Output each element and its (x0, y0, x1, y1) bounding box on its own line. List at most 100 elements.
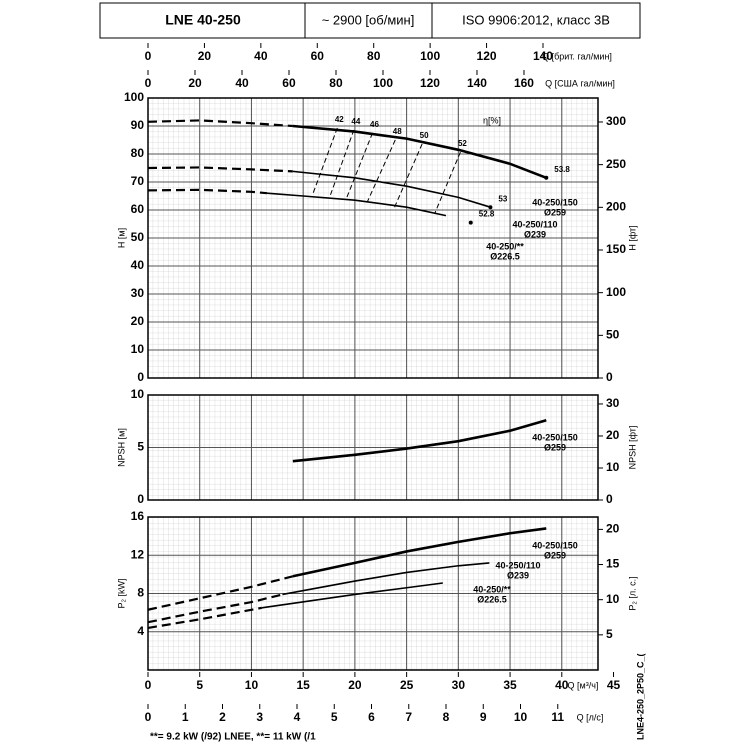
y2-tick-label: 150 (606, 242, 626, 256)
curve (282, 562, 490, 596)
curve-diameter: Ø259 (544, 207, 566, 217)
y2-tick-label: 0 (606, 492, 613, 506)
y2-axis-label: P₂ [л. с.] (627, 576, 637, 610)
y-tick-label: 5 (137, 440, 144, 454)
x-tick-label: 0 (145, 678, 152, 692)
x-tick-label: 25 (400, 678, 414, 692)
y2-tick-label: 200 (606, 199, 626, 213)
x-tick-label: 10 (245, 678, 259, 692)
curve-name: 40-250/150 (532, 432, 578, 442)
y-tick-label: 40 (131, 258, 145, 272)
curve-diameter: Ø226.5 (490, 251, 520, 261)
x-tick-label: 30 (452, 678, 466, 692)
curve (292, 418, 547, 463)
efficiency-value: 46 (370, 120, 379, 129)
x-tick-label: 80 (367, 49, 381, 63)
curve (292, 527, 547, 578)
y-tick-label: 70 (131, 174, 145, 188)
efficiency-label: η[%] (483, 115, 501, 125)
header-box (99, 2, 641, 39)
y2-tick-label: 10 (606, 460, 620, 474)
y-axis-label: P₂ [kW] (116, 579, 126, 609)
curve (147, 606, 262, 630)
x-axis-label: Q [США гал/мин] (545, 78, 615, 88)
y2-tick-label: 20 (606, 522, 620, 536)
point-label: 53 (498, 194, 507, 203)
plot-frame (147, 516, 599, 671)
efficiency-value: 44 (351, 117, 360, 126)
y2-tick-label: 15 (606, 557, 620, 571)
x-tick-label: 1 (182, 710, 189, 724)
y-tick-label: 80 (131, 146, 145, 160)
x-tick-label: 7 (405, 710, 412, 724)
y2-tick-label: 100 (606, 285, 626, 299)
curve-name: 40-250/150 (532, 197, 578, 207)
curve (329, 129, 355, 197)
x-tick-label: 45 (607, 678, 621, 692)
efficiency-value: 50 (420, 131, 429, 140)
x-tick-label: 4 (294, 710, 301, 724)
x-tick-label: 10 (514, 710, 528, 724)
standard: ISO 9906:2012, класс 3B (462, 12, 610, 27)
x-tick-label: 40 (235, 76, 249, 90)
x-tick-label: 5 (196, 678, 203, 692)
y-tick-label: 20 (131, 314, 145, 328)
y-tick-label: 30 (131, 286, 145, 300)
x-tick-label: 20 (198, 49, 212, 63)
x-tick-label: 80 (329, 76, 343, 90)
x-tick-label: 5 (331, 710, 338, 724)
y-tick-label: 4 (137, 624, 144, 638)
curve (147, 119, 293, 128)
x-tick-label: 8 (443, 710, 450, 724)
y2-tick-label: 250 (606, 157, 626, 171)
x-tick-label: 100 (420, 49, 440, 63)
x-tick-label: 60 (311, 49, 325, 63)
curve (147, 188, 268, 195)
curve-diameter: Ø239 (524, 229, 546, 239)
x-axis-label: Q [м³/ч] (568, 680, 599, 690)
x-tick-label: 0 (145, 49, 152, 63)
curve (292, 124, 547, 180)
curve (366, 139, 396, 203)
y-tick-label: 60 (131, 202, 145, 216)
x-tick-label: 6 (368, 710, 375, 724)
curve-diameter: Ø259 (544, 550, 566, 560)
x-tick-label: 120 (477, 49, 497, 63)
y2-axis-label: NPSH [фт] (627, 426, 637, 470)
curve (147, 166, 293, 173)
y-tick-label: 0 (137, 492, 144, 506)
plot-frame (147, 97, 599, 379)
x-tick-label: 3 (256, 710, 263, 724)
x-tick-label: 160 (514, 76, 534, 90)
curve (312, 127, 338, 196)
y-axis-label: H [м] (116, 228, 126, 248)
footer-note: **= 9.2 kW (/92) LNEE, **= 11 kW (/1 (150, 732, 316, 743)
point (544, 175, 549, 180)
y-tick-label: 0 (137, 370, 144, 384)
x-axis-label: Q [брит. гал/мин] (542, 51, 612, 61)
x-tick-label: 11 (551, 710, 564, 724)
y2-tick-label: 0 (606, 370, 613, 384)
x-tick-label: 15 (296, 678, 310, 692)
x-tick-label: 35 (503, 678, 517, 692)
efficiency-value: 48 (393, 127, 402, 136)
x-tick-label: 0 (145, 76, 152, 90)
x-tick-label: 40 (555, 678, 569, 692)
curve (266, 192, 447, 217)
model: LNE 40-250 (165, 12, 241, 28)
x-tick-label: 40 (254, 49, 268, 63)
y-tick-label: 100 (124, 90, 144, 104)
y2-tick-label: 20 (606, 428, 620, 442)
y2-tick-label: 5 (606, 627, 613, 641)
y-tick-label: 50 (131, 230, 145, 244)
drawing-code: LNE4-250_2P50_C_( (635, 653, 645, 740)
y-tick-label: 90 (131, 118, 145, 132)
y-tick-label: 12 (131, 547, 145, 561)
x-tick-label: 100 (373, 76, 393, 90)
y2-tick-label: 30 (606, 396, 620, 410)
curve (261, 582, 443, 609)
x-tick-label: 20 (348, 678, 362, 692)
point-label: 52.8 (479, 210, 495, 219)
x-tick-label: 60 (282, 76, 296, 90)
